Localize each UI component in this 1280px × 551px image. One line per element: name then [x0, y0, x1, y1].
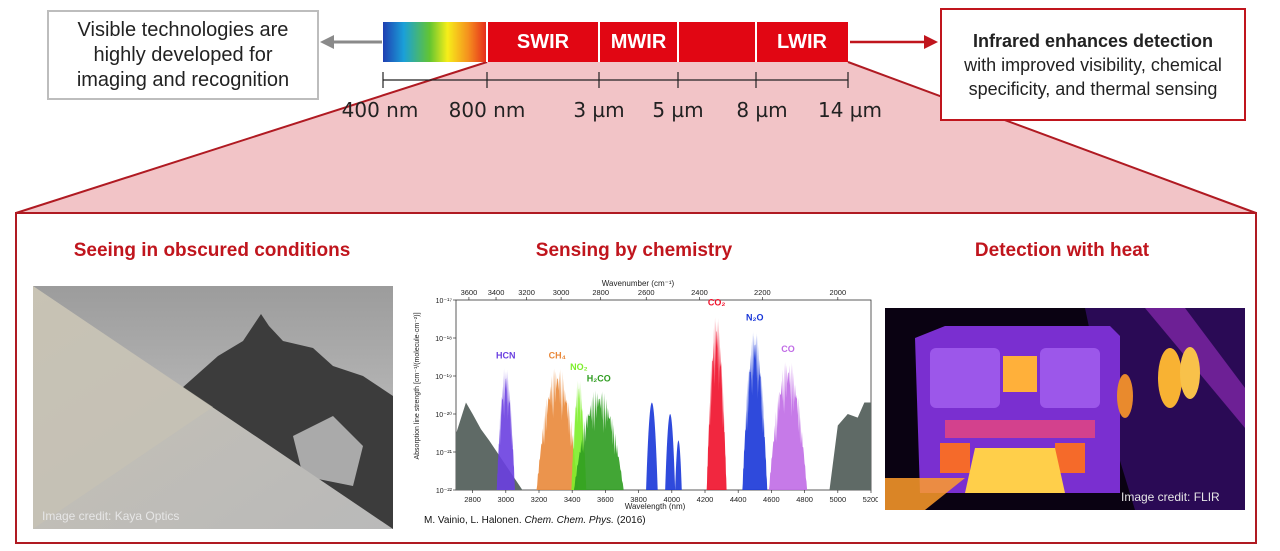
y-axis-label: Absorption line strength [cm⁻¹/(molecule…: [414, 312, 421, 459]
x-tick-label: 3200: [531, 495, 548, 504]
y-tick-label: 10⁻¹⁷: [436, 298, 453, 305]
thermal-train-image: [885, 308, 1245, 510]
x-tick-label: 2800: [464, 495, 481, 504]
train-hot-undercarriage: [965, 448, 1065, 493]
x-tick-label: 4800: [796, 495, 813, 504]
fog-overlay-light: [33, 286, 213, 529]
top-tick-label: 2400: [691, 288, 708, 297]
top-tick-label: 3000: [553, 288, 570, 297]
band-N₂O: [742, 331, 768, 490]
swir-segment: [487, 22, 599, 62]
top-tick-label: 3600: [461, 288, 478, 297]
species-label: CO₂: [708, 297, 726, 307]
species-label: H₂CO: [587, 373, 611, 383]
citation-journal: Chem. Chem. Phys.: [524, 515, 614, 526]
species-label: NO₂: [570, 362, 588, 372]
train-door: [1003, 356, 1037, 392]
band-HCN: [496, 368, 515, 490]
infrared-benefits-heading: Infrared enhances detection: [972, 30, 1214, 51]
band-CH₄: [536, 368, 579, 490]
plot-frame: [455, 299, 872, 491]
x-tick-label: 4400: [730, 495, 747, 504]
tick-label-8um: 8 µm: [736, 98, 788, 122]
band-CO₂: [706, 316, 727, 490]
chemistry-section-title: Sensing by chemistry: [535, 240, 733, 261]
band-H₂CO: [573, 390, 624, 490]
train-window-right: [1040, 348, 1100, 408]
citation-authors: M. Vainio, L. Halonen.: [424, 515, 522, 526]
obscured-section-title: Seeing in obscured conditions: [73, 240, 351, 261]
infrared-benefits-box: Infrared enhances detection with improve…: [940, 8, 1246, 121]
species-label: CH₄: [549, 351, 566, 361]
x-tick-label: 5200: [863, 495, 878, 504]
species-label: CO: [781, 344, 795, 354]
x-tick-label: 3000: [497, 495, 514, 504]
band-extra: [665, 414, 676, 490]
snow-patch: [293, 416, 363, 486]
chart-citation: M. Vainio, L. Halonen. Chem. Chem. Phys.…: [424, 515, 646, 526]
x-tick-label: 5000: [829, 495, 846, 504]
visible-technologies-text: Visible technologies are highly develope…: [76, 18, 290, 91]
zoom-line-right: [847, 61, 1257, 214]
top-tick-label: 3200: [518, 288, 535, 297]
top-tick-label: 2000: [829, 288, 846, 297]
train-headlight-left: [940, 443, 970, 473]
top-axis-label: Wavenumber (cm⁻¹): [602, 279, 675, 288]
citation-year: (2016): [616, 515, 646, 526]
swir-label: SWIR: [516, 31, 570, 53]
top-tick-label: 2800: [592, 288, 609, 297]
lwir-label: LWIR: [777, 31, 827, 53]
mwir-segment: [599, 22, 678, 62]
person-heat-signature: [1117, 374, 1133, 418]
train-bumper: [945, 420, 1095, 438]
top-tick-label: 3400: [488, 288, 505, 297]
species-label: HCN: [496, 351, 516, 361]
tick-label-400nm: 400 nm: [341, 98, 419, 122]
top-tick-label: 2600: [638, 288, 655, 297]
x-tick-label: 4600: [763, 495, 780, 504]
visible-technologies-box: Visible technologies are highly develope…: [47, 10, 319, 100]
gap-segment: [678, 22, 756, 62]
y-tick-label: 10⁻¹⁸: [435, 336, 452, 343]
tick-label-800nm: 800 nm: [448, 98, 526, 122]
y-tick-label: 10⁻²¹: [436, 450, 453, 457]
infrared-benefits-text: with improved visibility, chemical speci…: [964, 54, 1222, 99]
heat-section-title: Detection with heat: [974, 240, 1150, 261]
band-extra: [646, 402, 658, 490]
x-tick-label: 3400: [564, 495, 581, 504]
tick-label-14um: 14 µm: [817, 98, 883, 122]
hot-rail: [885, 478, 965, 510]
x-tick-label: 4200: [697, 495, 714, 504]
arrow-right-icon: [924, 35, 938, 49]
obscured-mountain-image: [33, 286, 393, 529]
arrow-left-icon: [320, 35, 334, 49]
band-CO: [768, 361, 808, 490]
band-extra: [675, 440, 682, 490]
mwir-label: MWIR: [610, 31, 667, 53]
lwir-segment: [756, 22, 848, 62]
flir-credit: Image credit: FLIR: [1121, 490, 1220, 504]
train-headlight-right: [1055, 443, 1085, 473]
x-axis-label: Wavelength (nm): [625, 502, 686, 511]
visible-spectrum-segment: [383, 22, 487, 62]
person-heat-signature: [1158, 348, 1182, 408]
x-tick-label: 3600: [597, 495, 614, 504]
kaya-credit: Image credit: Kaya Optics: [42, 509, 180, 523]
person-heat-signature: [1180, 347, 1200, 399]
y-tick-label: 10⁻²²: [436, 488, 453, 495]
species-label: N₂O: [746, 313, 764, 323]
zoom-line-left: [15, 61, 488, 214]
y-tick-label: 10⁻¹⁹: [435, 374, 452, 381]
absorption-chart: Wavenumber (cm⁻¹) Wavelength (nm) Absorp…: [414, 279, 878, 511]
x-tick-label: 3800: [630, 495, 647, 504]
train-window-left: [930, 348, 1000, 408]
tick-label-5um: 5 µm: [652, 98, 704, 122]
y-tick-label: 10⁻²⁰: [435, 411, 452, 419]
tick-label-3um: 3 µm: [573, 98, 625, 122]
top-tick-label: 2200: [754, 288, 771, 297]
x-tick-label: 4000: [663, 495, 680, 504]
